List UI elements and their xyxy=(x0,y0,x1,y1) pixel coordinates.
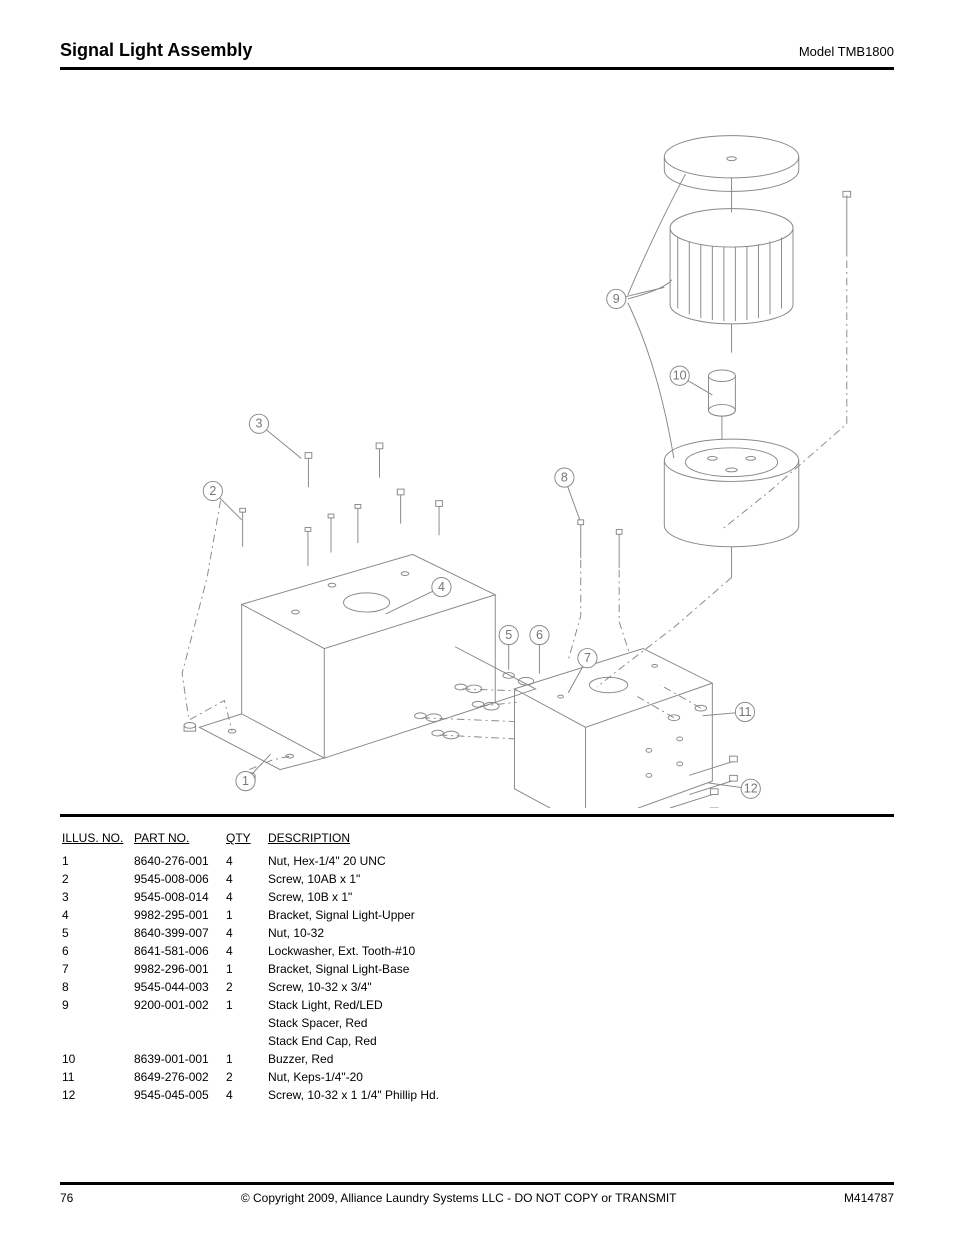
table-row: 79982-296-0011Bracket, Signal Light-Base xyxy=(62,961,892,977)
screws-10b xyxy=(305,443,442,535)
header-rule xyxy=(60,67,894,70)
page-root: Signal Light Assembly Model TMB1800 xyxy=(0,0,954,1235)
title-row: Signal Light Assembly Model TMB1800 xyxy=(60,40,894,61)
table-row: Stack End Cap, Red xyxy=(62,1033,892,1049)
table-row: 58640-399-0074Nut, 10-32 xyxy=(62,925,892,941)
callout-number: 9 xyxy=(613,292,620,306)
stack-light-base xyxy=(664,439,798,577)
table-row: 18640-276-0014Nut, Hex-1/4" 20 UNC xyxy=(62,853,892,869)
parts-table: ILLUS. NO. PART NO. QTY DESCRIPTION 1864… xyxy=(60,827,894,1105)
model-number: Model TMB1800 xyxy=(799,44,894,59)
callout-number: 7 xyxy=(584,651,591,665)
callout-number: 11 xyxy=(739,705,752,719)
screws-10-32-short xyxy=(578,520,622,568)
stack-end-cap xyxy=(664,136,798,213)
col-part: PART NO. xyxy=(134,829,224,851)
callout-number: 3 xyxy=(255,417,262,431)
page-number: 76 xyxy=(60,1191,73,1205)
base-bracket xyxy=(514,649,712,808)
callout-number: 5 xyxy=(505,628,512,642)
table-row: 108639-001-0011Buzzer, Red xyxy=(62,1051,892,1067)
copyright: © Copyright 2009, Alliance Laundry Syste… xyxy=(241,1191,677,1205)
exploded-diagram: MAN2555 123456789101112 xyxy=(60,78,894,808)
stack-spacer xyxy=(670,209,793,353)
table-row: 89545-044-0032Screw, 10-32 x 3/4" xyxy=(62,979,892,995)
table-row: 29545-008-0064Screw, 10AB x 1" xyxy=(62,871,892,887)
callout-number: 1 xyxy=(242,774,249,788)
page-footer: 76 © Copyright 2009, Alliance Laundry Sy… xyxy=(60,1182,894,1205)
screws-10-32-long xyxy=(670,756,737,808)
screws-10ab xyxy=(240,504,361,565)
callout-number: 12 xyxy=(744,782,758,796)
callout-number: 10 xyxy=(673,369,687,383)
publication: M414787 xyxy=(844,1191,894,1205)
table-row: Stack Spacer, Red xyxy=(62,1015,892,1031)
table-row: 118649-276-0022Nut, Keps-1/4"-20 xyxy=(62,1069,892,1085)
callout-number: 6 xyxy=(536,628,543,642)
long-bolt xyxy=(843,191,851,256)
callout-number: 8 xyxy=(561,470,568,484)
col-qty: QTY xyxy=(226,829,266,851)
table-row: 68641-581-0064Lockwasher, Ext. Tooth-#10 xyxy=(62,943,892,959)
callout-number: 2 xyxy=(209,484,216,498)
nuts-washers xyxy=(415,673,534,739)
footer-rule xyxy=(60,1182,894,1185)
upper-bracket xyxy=(199,554,535,769)
parts-list-rule xyxy=(60,814,894,817)
table-row: 39545-008-0144Screw, 10B x 1" xyxy=(62,889,892,905)
table-row: 129545-045-0054Screw, 10-32 x 1 1/4" Phi… xyxy=(62,1087,892,1103)
table-row: 49982-295-0011Bracket, Signal Light-Uppe… xyxy=(62,907,892,923)
page-title: Signal Light Assembly xyxy=(60,40,252,61)
col-desc: DESCRIPTION xyxy=(268,829,892,851)
buzzer xyxy=(708,370,735,439)
callout-number: 4 xyxy=(438,580,445,594)
table-row: 99200-001-0021Stack Light, Red/LED xyxy=(62,997,892,1013)
keps-nuts xyxy=(668,705,706,720)
col-illus: ILLUS. NO. xyxy=(62,829,132,851)
